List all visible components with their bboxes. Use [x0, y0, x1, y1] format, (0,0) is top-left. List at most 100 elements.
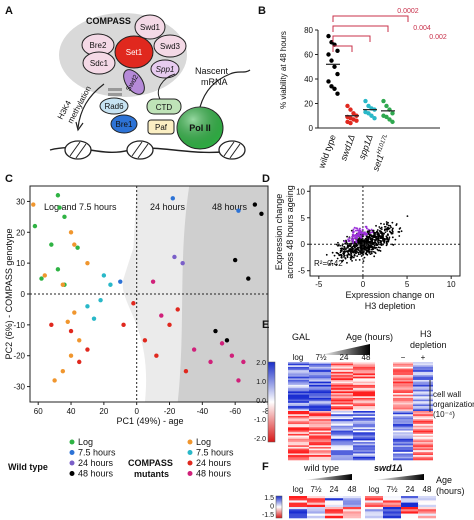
data-point: [382, 232, 385, 235]
data-point: [362, 251, 365, 254]
data-point: [341, 249, 343, 252]
protein-sdc1-label: Sdc1: [90, 59, 109, 68]
heatmap-cell: [288, 370, 309, 373]
heatmap-cell: [309, 370, 331, 373]
heatmap-cell: [288, 391, 309, 394]
heatmap-cell: [413, 417, 433, 420]
heatmap-cell: [307, 498, 325, 501]
data-point: [391, 228, 394, 231]
heatmap-cell: [353, 381, 375, 384]
heatmap-cell: [353, 373, 375, 376]
data-point: [339, 251, 342, 254]
heatmap-cell: [331, 438, 353, 441]
data-point: [386, 230, 389, 232]
highlighted-point: [369, 231, 372, 234]
data-point: [387, 221, 389, 224]
data-point: [347, 244, 349, 247]
data-point: [49, 242, 54, 247]
heatmap-cell: [365, 502, 383, 506]
heatmap-cell: [309, 388, 331, 391]
scale-label: -1.0: [254, 417, 266, 424]
heatmap-cell: [331, 450, 353, 453]
heatmap-cell: [413, 365, 433, 368]
heatmap-cell: [309, 404, 331, 407]
protein-paf-label: Paf: [155, 123, 168, 132]
data-point: [379, 239, 382, 242]
data-point: [373, 238, 376, 241]
data-point: [366, 103, 371, 109]
data-point: [339, 247, 342, 250]
heatmap-cell: [393, 399, 413, 402]
heatmap-cell: [413, 424, 433, 426]
data-point: [343, 246, 346, 248]
data-point: [342, 259, 345, 262]
data-point: [346, 235, 348, 238]
heatmap-cell: [307, 511, 325, 514]
data-point: [371, 237, 373, 240]
heatmap-cell: [309, 394, 331, 397]
data-point: [362, 260, 365, 263]
highlighted-point: [352, 230, 355, 233]
panel-d-ylabel: Expression change: [274, 194, 284, 271]
heatmap-cell: [331, 371, 353, 374]
heatmap-cell: [331, 435, 353, 438]
data-point: [379, 250, 382, 252]
data-point: [384, 231, 387, 234]
data-point: [77, 338, 82, 343]
heatmap-cell: [288, 437, 309, 440]
heatmap-cell: [353, 424, 375, 426]
y-tick-label: 60: [304, 51, 313, 60]
heatmap-cell: [309, 386, 331, 389]
data-point: [60, 368, 66, 374]
heatmap-cell: [288, 438, 309, 441]
data-point: [386, 234, 389, 236]
heatmap-cell: [353, 456, 375, 459]
heatmap-cell: [393, 375, 413, 377]
panel-f-age: Age: [436, 475, 452, 485]
data-point: [382, 239, 385, 242]
heatmap-cell: [325, 515, 343, 519]
heatmap-cell: [365, 507, 383, 510]
heatmap-cell: [288, 424, 309, 426]
heatmap-cell: [413, 393, 433, 395]
y-tick-label: 40: [304, 75, 313, 84]
data-point: [400, 230, 403, 233]
data-point: [363, 98, 368, 104]
data-point: [101, 273, 107, 278]
heatmap-cell: [393, 368, 413, 371]
heatmap-cell: [288, 366, 309, 369]
heatmap-cell: [288, 384, 309, 387]
heatmap-cell: [309, 396, 331, 399]
data-point: [335, 91, 340, 96]
data-point: [180, 260, 185, 266]
column-label: 48: [362, 353, 371, 362]
panel-c-ylabel: PC2 (6%) - COMPASS genotype: [4, 229, 14, 360]
heatmap-cell: [393, 383, 413, 386]
heatmap-cell: [353, 384, 375, 387]
legend-label: Log: [78, 437, 93, 447]
mrna-label: mRNA: [201, 77, 228, 87]
linker-bar: [108, 88, 122, 91]
column-label: 7½: [315, 353, 326, 362]
data-point: [335, 264, 338, 266]
heatmap-cell: [309, 381, 331, 384]
heatmap-cell: [413, 386, 433, 389]
heatmap-cell: [393, 393, 413, 395]
heatmap-cell: [331, 362, 353, 364]
legend-label: 7.5 hours: [196, 448, 234, 458]
heatmap-cell: [418, 513, 436, 517]
heatmap-cell: [331, 428, 353, 431]
y-tick-label: 0: [309, 124, 314, 133]
heatmap-cell: [288, 407, 309, 410]
heatmap-cell: [401, 513, 419, 517]
data-point: [325, 253, 328, 256]
data-point: [355, 259, 357, 261]
data-point: [350, 257, 353, 259]
heatmap-cell: [331, 437, 353, 440]
panel-e-heatmap: [288, 362, 433, 461]
data-point: [183, 368, 189, 374]
data-point: [259, 211, 264, 216]
data-point: [341, 244, 344, 247]
data-point: [52, 378, 57, 383]
data-point: [336, 257, 339, 260]
